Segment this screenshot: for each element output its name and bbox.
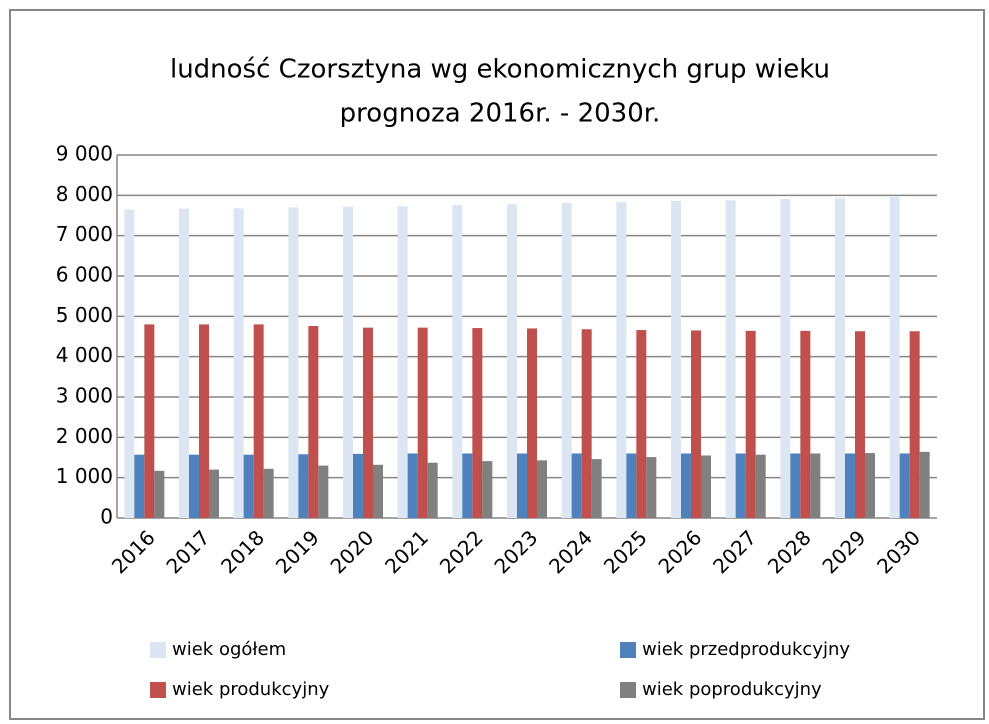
chart-border [9, 9, 985, 720]
bar [636, 330, 647, 518]
bar [472, 328, 483, 518]
bar [581, 329, 592, 518]
bar [701, 455, 711, 518]
bar [243, 454, 254, 518]
bar [735, 453, 746, 518]
bar [462, 453, 473, 518]
bar [209, 469, 219, 518]
bar [527, 328, 537, 518]
bar [616, 202, 627, 518]
bar [134, 454, 145, 518]
bar [691, 330, 701, 518]
bar [373, 464, 383, 518]
bar [835, 198, 845, 518]
bar [353, 453, 363, 518]
bar [288, 207, 299, 518]
legend-swatch [620, 642, 636, 658]
bar [363, 327, 373, 518]
legend-swatch [150, 682, 166, 698]
bar [865, 453, 875, 518]
bar [855, 331, 865, 518]
bar [626, 453, 637, 518]
chart-title: ludność Czorsztyna wg ekonomicznych grup… [170, 55, 830, 85]
bar [154, 470, 165, 518]
y-tick-label: 5 000 [56, 303, 113, 327]
legend-swatch [150, 642, 166, 658]
legend-label: wiek produkcyjny [172, 679, 330, 700]
bar [909, 331, 920, 518]
bar [233, 208, 244, 519]
bar [308, 326, 319, 518]
bar [646, 457, 657, 518]
bar [298, 454, 309, 518]
bar [591, 459, 602, 518]
bar [780, 198, 791, 519]
bar [397, 206, 408, 518]
bar [417, 327, 428, 518]
legend-swatch [620, 682, 636, 698]
legend-label: wiek poprodukcyjny [642, 679, 822, 700]
bar [318, 465, 329, 518]
chart-title: prognoza 2016r. - 2030r. [340, 99, 661, 129]
bar [561, 202, 572, 518]
bar [899, 453, 910, 518]
bar [427, 462, 438, 518]
bar [482, 461, 493, 518]
y-tick-label: 3 000 [56, 384, 113, 408]
bar [889, 196, 900, 519]
bar [343, 206, 353, 519]
bar [725, 200, 736, 518]
y-tick-label: 2 000 [56, 424, 113, 448]
bar [179, 208, 189, 519]
bar [189, 454, 199, 518]
bar [407, 453, 418, 518]
y-tick-label: 9 000 [56, 142, 113, 166]
bar [745, 330, 756, 518]
bar [800, 330, 811, 518]
bar [810, 453, 821, 518]
y-tick-label: 6 000 [56, 263, 113, 287]
y-tick-label: 4 000 [56, 343, 113, 367]
legend-label: wiek ogółem [172, 639, 286, 660]
bar [845, 453, 855, 518]
bar [263, 468, 274, 518]
y-tick-label: 7 000 [56, 222, 113, 246]
bar [253, 324, 264, 518]
bar [144, 324, 155, 518]
legend-label: wiek przedprodukcyjny [642, 639, 850, 660]
bar [671, 200, 681, 519]
bar [919, 451, 930, 518]
bar [452, 205, 463, 518]
bar [507, 204, 517, 518]
y-tick-label: 8 000 [56, 182, 113, 206]
bar [755, 454, 766, 518]
bar [571, 453, 582, 518]
bar [681, 453, 691, 518]
bar [517, 453, 527, 518]
bar [537, 460, 547, 518]
y-tick-label: 0 [100, 505, 113, 529]
bar [199, 324, 209, 518]
y-tick-label: 1 000 [56, 464, 113, 488]
bar [790, 453, 801, 518]
bar [124, 209, 135, 518]
